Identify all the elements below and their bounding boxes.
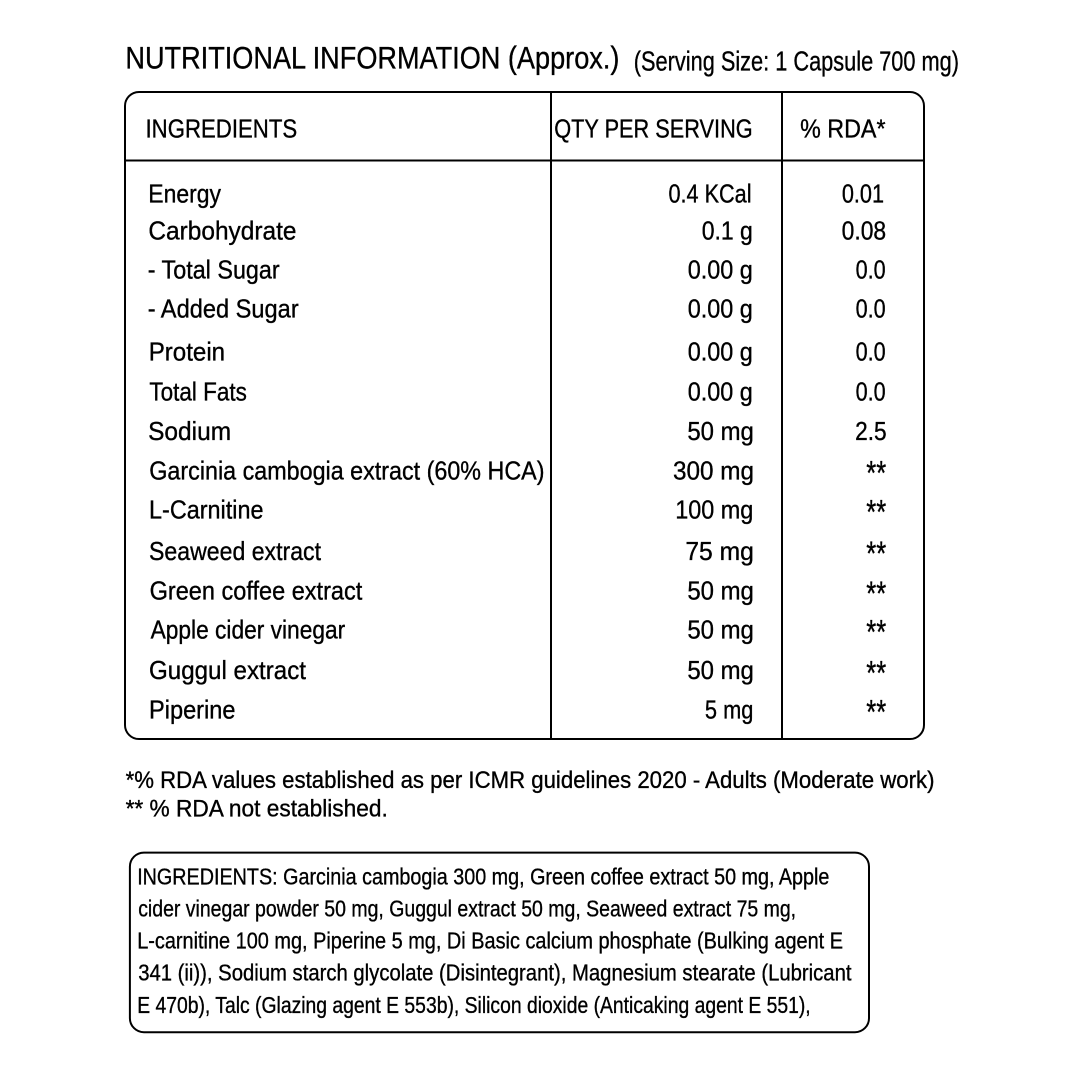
svg-text:0.0: 0.0 xyxy=(856,337,886,367)
svg-text:50 mg: 50 mg xyxy=(687,416,754,446)
svg-text:- Added Sugar: - Added Sugar xyxy=(148,293,299,323)
svg-text:50 mg: 50 mg xyxy=(687,615,754,645)
svg-text:**: ** xyxy=(866,535,886,573)
svg-text:NUTRITIONAL INFORMATION (Appro: NUTRITIONAL INFORMATION (Approx.) xyxy=(125,39,619,75)
svg-text:0.0: 0.0 xyxy=(856,377,886,407)
svg-text:cider vinegar powder 50 mg, Gu: cider vinegar powder 50 mg, Guggul extra… xyxy=(138,896,796,922)
svg-text:100 mg: 100 mg xyxy=(675,495,753,525)
svg-text:Piperine: Piperine xyxy=(149,694,236,724)
svg-text:Energy: Energy xyxy=(148,178,221,208)
svg-text:*% RDA values established as p: *% RDA values established as per ICMR gu… xyxy=(126,767,935,794)
svg-text:Total Fats: Total Fats xyxy=(149,377,247,407)
svg-text:Sodium: Sodium xyxy=(148,416,231,446)
svg-text:(Serving Size: 1 Capsule 700 m: (Serving Size: 1 Capsule 700 mg) xyxy=(634,45,959,76)
svg-text:0.0: 0.0 xyxy=(856,293,886,323)
svg-text:% RDA*: % RDA* xyxy=(800,114,885,144)
svg-text:INGREDIENTS: Garcinia cambogia: INGREDIENTS: Garcinia cambogia 300 mg, G… xyxy=(137,863,829,889)
svg-text:**: ** xyxy=(866,575,886,613)
svg-text:Garcinia cambogia extract (60%: Garcinia cambogia extract (60% HCA) xyxy=(149,455,544,485)
svg-text:5 mg: 5 mg xyxy=(705,694,754,724)
svg-text:Seaweed extract: Seaweed extract xyxy=(149,536,322,566)
svg-text:0.0: 0.0 xyxy=(856,254,886,284)
svg-text:Carbohydrate: Carbohydrate xyxy=(148,215,296,245)
svg-text:Apple cider vinegar: Apple cider vinegar xyxy=(151,615,346,645)
svg-text:2.5: 2.5 xyxy=(855,416,887,446)
svg-text:50 mg: 50 mg xyxy=(687,655,754,685)
svg-text:**: ** xyxy=(866,694,886,732)
svg-text:341 (ii)), Sodium starch glyco: 341 (ii)), Sodium starch glycolate (Disi… xyxy=(138,960,852,986)
svg-text:0.01: 0.01 xyxy=(842,178,884,208)
svg-text:Guggul extract: Guggul extract xyxy=(149,655,307,685)
svg-text:300 mg: 300 mg xyxy=(673,455,754,485)
svg-text:- Total Sugar: - Total Sugar xyxy=(148,254,280,284)
svg-text:**: ** xyxy=(866,455,886,493)
svg-text:**: ** xyxy=(866,654,886,692)
svg-text:0.08: 0.08 xyxy=(842,215,887,245)
svg-text:QTY PER SERVING: QTY PER SERVING xyxy=(554,114,752,144)
svg-text:0.1 g: 0.1 g xyxy=(702,215,753,245)
svg-text:Green coffee extract: Green coffee extract xyxy=(150,576,363,606)
svg-text:75 mg: 75 mg xyxy=(685,536,754,566)
svg-text:0.00 g: 0.00 g xyxy=(688,337,753,367)
svg-text:INGREDIENTS: INGREDIENTS xyxy=(146,114,298,144)
svg-text:E 470b), Talc (Glazing agent E: E 470b), Talc (Glazing agent E 553b), Si… xyxy=(137,992,811,1018)
svg-text:**: ** xyxy=(866,614,886,652)
svg-text:0.00 g: 0.00 g xyxy=(688,377,753,407)
svg-text:0.4 KCal: 0.4 KCal xyxy=(668,178,751,208)
svg-text:0.00 g: 0.00 g xyxy=(688,254,753,284)
svg-text:Protein: Protein xyxy=(149,337,225,367)
svg-text:L-carnitine 100 mg, Piperine 5: L-carnitine 100 mg, Piperine 5 mg, Di Ba… xyxy=(137,928,843,954)
svg-text:**: ** xyxy=(866,494,886,532)
svg-text:L-Carnitine: L-Carnitine xyxy=(149,495,264,525)
svg-text:0.00 g: 0.00 g xyxy=(688,293,753,323)
svg-text:** % RDA not established.: ** % RDA not established. xyxy=(126,796,388,823)
svg-text:50 mg: 50 mg xyxy=(687,576,754,606)
